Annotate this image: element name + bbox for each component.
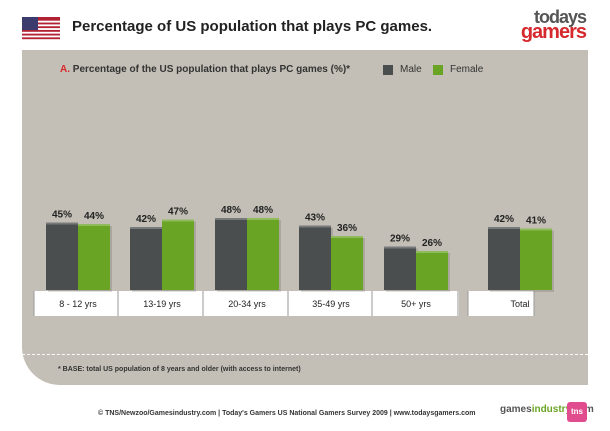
legend-item-male: Male bbox=[383, 64, 422, 75]
bar-highlight bbox=[215, 218, 247, 220]
data-label-male-3: 43% bbox=[305, 213, 325, 224]
category-label-2: 20-34 yrs bbox=[228, 299, 266, 309]
brand-logo: todays gamers bbox=[506, 7, 587, 43]
bar-male-4 bbox=[384, 246, 416, 290]
chart-panel bbox=[22, 50, 588, 385]
data-label-female-4: 26% bbox=[422, 238, 442, 249]
bar-female-5 bbox=[520, 228, 552, 290]
bar-male-5 bbox=[488, 227, 520, 290]
bar-male-3 bbox=[299, 225, 331, 290]
bar-highlight bbox=[488, 227, 520, 229]
divider bbox=[22, 354, 588, 355]
bar-female-2 bbox=[247, 218, 279, 290]
category-band bbox=[34, 291, 534, 316]
bar-female-3 bbox=[331, 236, 363, 290]
band-gap bbox=[459, 291, 468, 316]
bar-female-0 bbox=[78, 224, 110, 290]
bar-female-1 bbox=[162, 219, 194, 290]
data-label-male-0: 45% bbox=[52, 210, 72, 221]
chart-title: A. Percentage of the US population that … bbox=[60, 64, 350, 75]
category-label-5: Total bbox=[510, 299, 529, 309]
brand-bottom: gamers bbox=[520, 21, 587, 43]
gi-logo-a: games bbox=[500, 404, 532, 415]
tns-logo: tns bbox=[567, 402, 587, 422]
bar-male-2 bbox=[215, 218, 247, 290]
legend-swatch-female bbox=[433, 64, 443, 75]
category-label-4: 50+ yrs bbox=[401, 299, 431, 309]
data-label-male-4: 29% bbox=[390, 234, 410, 245]
legend-item-female: Female bbox=[433, 64, 483, 75]
bar-chart: 45% 44% 8 - 12 yrs 42% 47% 13-19 yrs 48% 48% 20-… bbox=[33, 205, 554, 316]
data-label-female-1: 47% bbox=[168, 207, 188, 218]
bar-highlight bbox=[78, 224, 110, 226]
bar-highlight bbox=[331, 236, 363, 238]
bar-male-1 bbox=[130, 227, 162, 290]
bar-highlight bbox=[46, 222, 78, 225]
bar-highlight bbox=[130, 227, 162, 229]
bar-highlight bbox=[520, 228, 552, 231]
us-flag-icon bbox=[22, 17, 60, 41]
gi-logo-b: industry bbox=[531, 404, 571, 415]
category-label-1: 13-19 yrs bbox=[143, 299, 181, 309]
footnote: * BASE: total US population of 8 years a… bbox=[58, 366, 301, 373]
bar-highlight bbox=[299, 225, 331, 228]
chart-title-text: Percentage of the US population that pla… bbox=[72, 64, 351, 75]
credits: © TNS/Newzoo/Gamesindustry.com | Today's… bbox=[98, 410, 476, 417]
bar-highlight bbox=[162, 219, 194, 222]
data-label-male-2: 48% bbox=[221, 205, 241, 216]
category-label-3: 35-49 yrs bbox=[312, 299, 350, 309]
bar-female-4 bbox=[416, 251, 448, 290]
bar-highlight bbox=[416, 251, 448, 253]
legend-label-female: Female bbox=[450, 64, 484, 75]
data-label-female-5: 41% bbox=[526, 216, 546, 227]
data-label-female-0: 44% bbox=[84, 211, 104, 222]
page-title: Percentage of US population that plays P… bbox=[72, 18, 433, 35]
category-label-0: 8 - 12 yrs bbox=[59, 299, 97, 309]
data-label-female-3: 36% bbox=[337, 223, 357, 234]
bar-male-0 bbox=[46, 222, 78, 290]
data-label-male-5: 42% bbox=[494, 214, 514, 225]
bar-highlight bbox=[384, 246, 416, 249]
data-label-female-2: 48% bbox=[253, 205, 273, 216]
legend-label-male: Male bbox=[400, 64, 422, 75]
data-label-male-1: 42% bbox=[136, 214, 156, 225]
chart-title-marker: A. bbox=[60, 64, 70, 75]
bar-highlight bbox=[247, 218, 279, 220]
brand-top: todays bbox=[533, 7, 587, 27]
legend-swatch-male bbox=[383, 64, 393, 75]
